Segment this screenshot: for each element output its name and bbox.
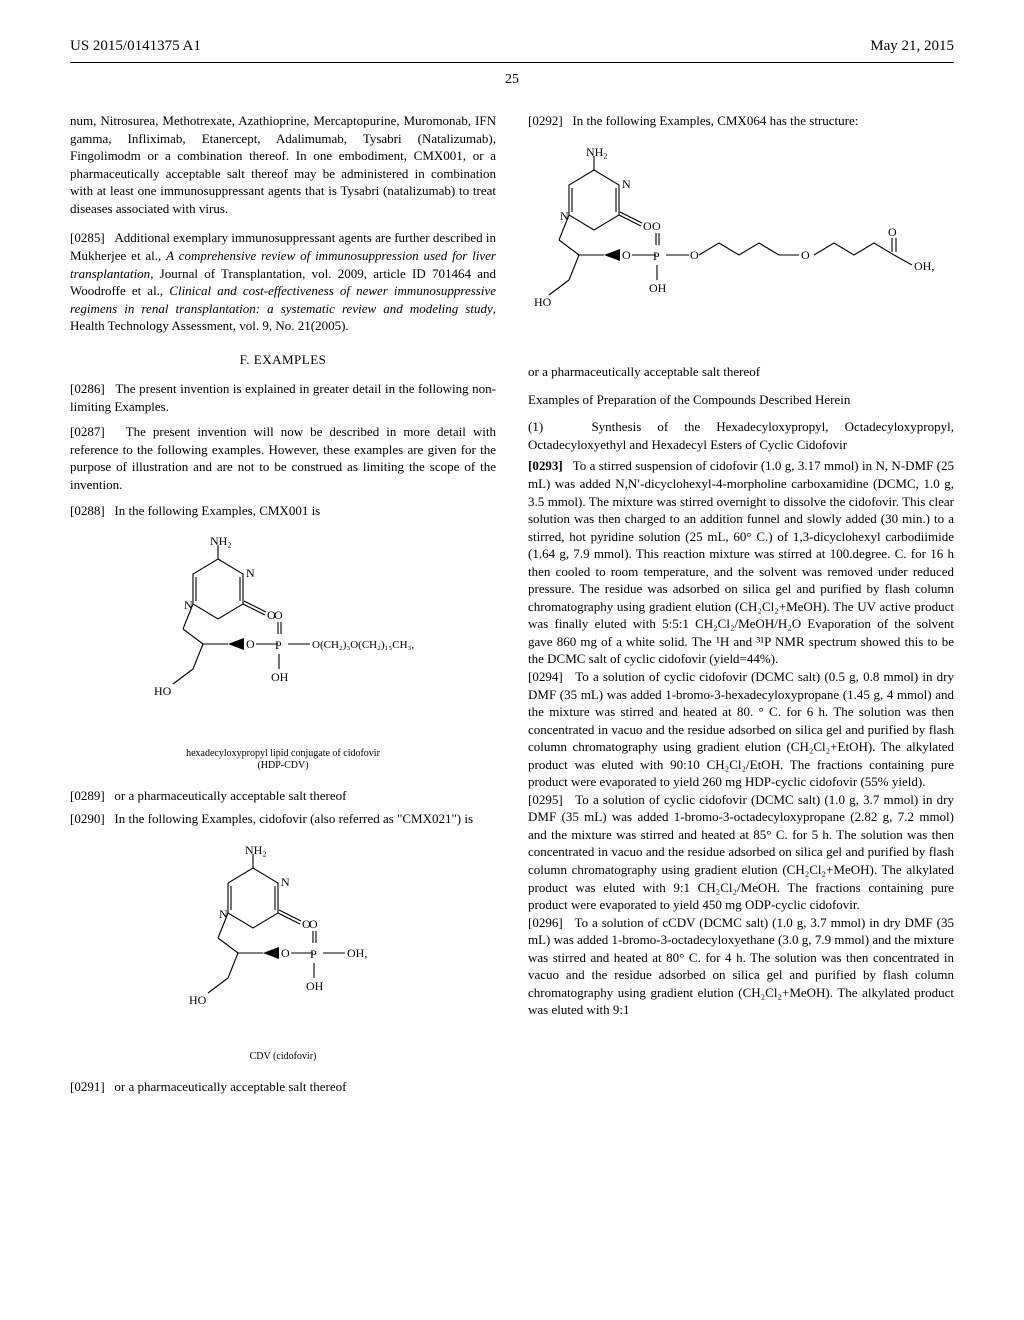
para-num-0296: [0296] — [528, 915, 563, 930]
para-num-0285: [0285] — [70, 230, 105, 245]
para-0287: [0287] The present invention will now be… — [70, 423, 496, 493]
synth-num: (1) — [528, 419, 543, 434]
para-0288: [0288] In the following Examples, CMX001… — [70, 502, 496, 520]
label-n2-2: N — [219, 907, 228, 921]
label-p-3: P — [653, 249, 660, 263]
pub-number: US 2015/0141375 A1 — [70, 36, 201, 56]
label-nh2: NH₂ — [210, 537, 232, 548]
label-sidechain-3: OH, — [914, 259, 934, 273]
two-column-layout: num, Nitrosurea, Methotrexate, Azathiopr… — [70, 112, 954, 1095]
para-0286: [0286] The present invention is explaine… — [70, 380, 496, 415]
para-0293: [0293] To a stirred suspension of cidofo… — [528, 457, 954, 668]
para-0288-body: In the following Examples, CMX001 is — [114, 503, 320, 518]
para-0296-body: To a solution of cCDV (DCMC salt) (1.0 g… — [528, 915, 954, 1018]
label-ho-bottom-3: HO — [534, 295, 552, 309]
para-num-0289: [0289] — [70, 788, 105, 803]
label-o-link-3: O — [622, 248, 631, 262]
para-0289: [0289] or a pharmaceutically acceptable … — [70, 787, 496, 805]
page-number: 25 — [70, 71, 954, 90]
label-oh-p-3: OH — [649, 281, 667, 295]
para-0296: [0296] To a solution of cCDV (DCMC salt)… — [528, 914, 954, 1019]
label-o-chain2: O — [801, 248, 810, 262]
label-n1: N — [246, 566, 255, 580]
label-n2: N — [184, 598, 193, 612]
para-0287-body: The present invention will now be descri… — [70, 424, 496, 492]
para-num-0294: [0294] — [528, 669, 563, 684]
label-o-dbl-3: O — [652, 219, 661, 233]
para-cont: num, Nitrosurea, Methotrexate, Azathiopr… — [70, 112, 496, 217]
label-oh-p: OH — [271, 670, 289, 684]
para-0291-body: or a pharmaceutically acceptable salt th… — [114, 1079, 346, 1094]
label-n1-2: N — [281, 875, 290, 889]
chem-structure-cmx001: NH₂ N N O O O P OH O(CH₂)₃O(CH₂)₁₅CH₃, H… — [70, 537, 496, 742]
label-oh-p-2: OH — [306, 979, 324, 993]
para-num-0286: [0286] — [70, 381, 105, 396]
para-num-0291: [0291] — [70, 1079, 105, 1094]
label-o-carbonyl-3: O — [643, 219, 652, 233]
section-f-examples: F. EXAMPLES — [70, 351, 496, 369]
header-rule — [70, 62, 954, 63]
para-0295-body: To a solution of cyclic cidofovir (DCMC … — [528, 792, 954, 912]
para-0290-body: In the following Examples, cidofovir (al… — [114, 811, 473, 826]
para-0295: [0295] To a solution of cyclic cidofovir… — [528, 791, 954, 914]
para-num-0292: [0292] — [528, 113, 563, 128]
label-o-term: O — [888, 225, 897, 239]
para-salt: or a pharmaceutically acceptable salt th… — [528, 363, 954, 381]
label-ho-bottom-2: HO — [189, 993, 207, 1007]
para-0285: [0285] Additional exemplary immunosuppre… — [70, 229, 496, 334]
para-0292-body: In the following Examples, CMX064 has th… — [572, 113, 858, 128]
chem-caption-1: hexadecyloxypropyl lipid conjugate of ci… — [153, 748, 413, 773]
para-0286-body: The present invention is explained in gr… — [70, 381, 496, 414]
page-header: US 2015/0141375 A1 May 21, 2015 — [70, 36, 954, 56]
label-sidechain-1: O(CH₂)₃O(CH₂)₁₅CH₃, — [312, 639, 414, 651]
para-0292: [0292] In the following Examples, CMX064… — [528, 112, 954, 130]
para-0293-body: To a stirred suspension of cidofovir (1.… — [528, 458, 954, 666]
label-o-chain1: O — [690, 248, 699, 262]
para-num-0287: [0287] — [70, 424, 105, 439]
label-o-dbl-2: O — [309, 917, 318, 931]
label-n2-3: N — [560, 209, 569, 223]
para-synth-title: (1) Synthesis of the Hexadecyloxypropyl,… — [528, 418, 954, 453]
label-nh2-2: NH₂ — [245, 846, 267, 857]
para-0290: [0290] In the following Examples, cidofo… — [70, 810, 496, 828]
para-num-0290: [0290] — [70, 811, 105, 826]
label-o-dbl: O — [274, 608, 283, 622]
para-num-0295: [0295] — [528, 792, 563, 807]
label-p: P — [275, 638, 282, 652]
para-0289-body: or a pharmaceutically acceptable salt th… — [114, 788, 346, 803]
para-0294-body: To a solution of cyclic cidofovir (DCMC … — [528, 669, 954, 789]
synth-title: Synthesis of the Hexadecyloxypropyl, Oct… — [528, 419, 954, 452]
label-nh2-3: NH₂ — [586, 148, 608, 159]
label-o-link: O — [246, 637, 255, 651]
chem-structure-cdv: NH₂ N N O O O P OH OH, HO — [70, 846, 496, 1046]
label-ho-bottom: HO — [154, 684, 172, 698]
para-exprep: Examples of Preparation of the Compounds… — [528, 391, 954, 409]
label-p-2: P — [310, 947, 317, 961]
label-sidechain-2: OH, — [347, 946, 367, 960]
para-num-0288: [0288] — [70, 503, 105, 518]
right-column: [0292] In the following Examples, CMX064… — [528, 112, 954, 1095]
left-column: num, Nitrosurea, Methotrexate, Azathiopr… — [70, 112, 496, 1095]
label-n1-3: N — [622, 177, 631, 191]
para-0291: [0291] or a pharmaceutically acceptable … — [70, 1078, 496, 1096]
chem-structure-cmx064: NH₂ N N O O O P OH O O O OH, HO — [534, 148, 954, 358]
pub-date: May 21, 2015 — [870, 36, 954, 56]
chem-caption-2: CDV (cidofovir) — [153, 1051, 413, 1064]
label-o-link-2: O — [281, 946, 290, 960]
para-0294: [0294] To a solution of cyclic cidofovir… — [528, 668, 954, 791]
